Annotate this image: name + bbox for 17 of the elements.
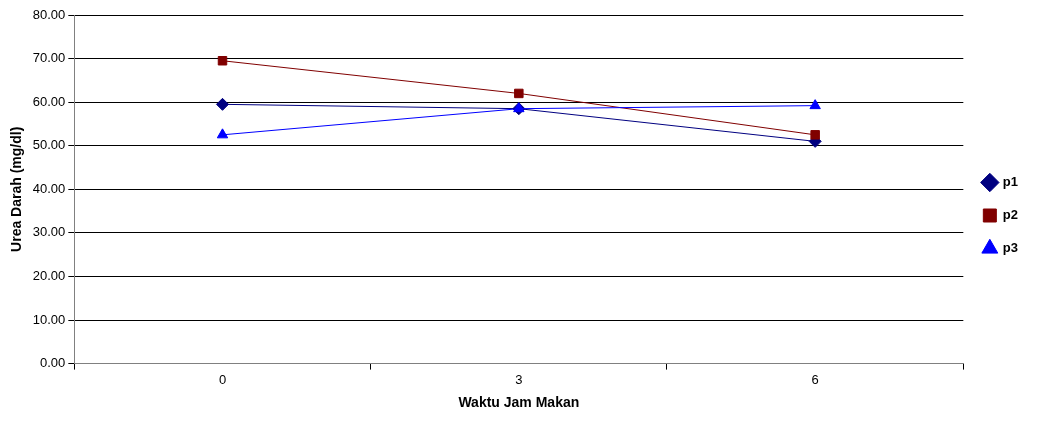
y-axis-title: Urea Darah (mg/dl) [8,126,25,252]
y-tick-label: 60.00 [32,93,66,109]
y-tick-label: 70.00 [32,50,66,66]
legend-label: p1 [1002,174,1018,190]
y-tick-label: 10.00 [32,311,66,327]
legend-label: p3 [1002,240,1018,256]
y-tick-label: 80.00 [32,6,66,22]
y-tick-label: 0.00 [40,355,66,371]
y-tick-label: 30.00 [32,224,66,240]
x-axis-title: Waktu Jam Makan [458,394,580,411]
x-tick-label: 6 [811,371,819,387]
y-tick-label: 40.00 [32,180,66,196]
legend-label: p2 [1002,207,1018,223]
y-tick-label: 50.00 [32,137,66,153]
x-tick-label: 0 [218,371,227,387]
x-tick-label: 3 [515,371,523,387]
y-tick-label: 20.00 [32,268,66,284]
